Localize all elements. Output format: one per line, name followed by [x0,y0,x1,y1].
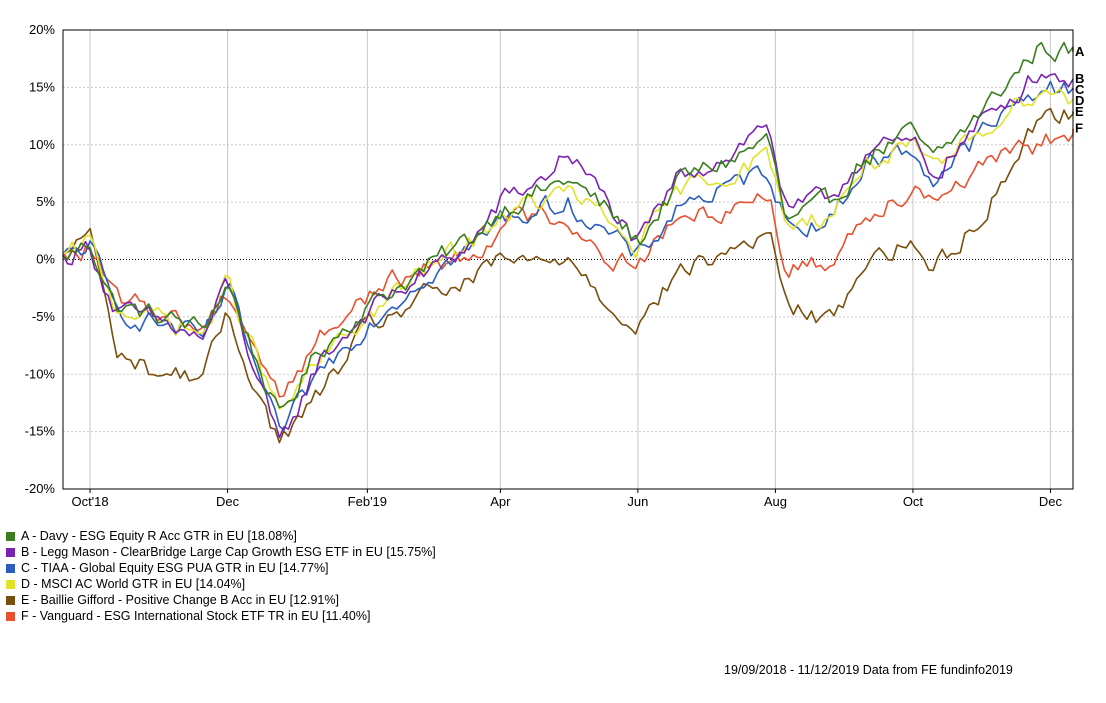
y-axis-ticks: 20% 15% 10% 5% 0% -5% -10% -15% -20% [25,22,56,496]
legend-label-b: B - Legg Mason - ClearBridge Large Cap G… [21,545,436,559]
legend: A - Davy - ESG Equity R Acc GTR in EU [1… [6,528,436,624]
series-end-label-c: C [1075,82,1085,97]
y-tick-label: -20% [25,481,56,496]
series-end-label-a: A [1075,44,1085,59]
legend-label-a: A - Davy - ESG Equity R Acc GTR in EU [1… [21,529,297,543]
legend-swatch-d [6,579,15,589]
legend-item-a: A - Davy - ESG Equity R Acc GTR in EU [1… [6,528,436,544]
legend-swatch-a [6,531,15,541]
y-tick-label: 5% [36,194,55,209]
legend-item-d: D - MSCI AC World GTR in EU [14.04%] [6,576,436,592]
series-line-f [62,128,1074,398]
x-tick-label: Oct [903,494,924,509]
plot-frame [62,29,1074,490]
series-end-label-e: E [1075,104,1084,119]
y-tick-label: 0% [36,252,55,267]
y-tick-label: 10% [29,137,55,152]
x-tick-label: Dec [1039,494,1063,509]
y-tick-label: -15% [25,424,56,439]
legend-label-d: D - MSCI AC World GTR in EU [14.04%] [21,577,246,591]
y-tick-label: -5% [32,309,56,324]
series-line-d [62,88,1074,410]
legend-item-c: C - TIAA - Global Equity ESG PUA GTR in … [6,560,436,576]
legend-swatch-e [6,595,15,605]
x-axis-ticks: Oct'18 Dec Feb'19 Apr Jun Aug Oct Dec [71,489,1063,509]
y-tick-label: -10% [25,366,56,381]
line-chart: 20% 15% 10% 5% 0% -5% -10% -15% -20% Oct'18 Dec Fe… [25,22,1085,509]
data-source-note: 19/09/2018 - 11/12/2019 Data from FE fun… [724,663,1013,677]
series-line-a [62,41,1074,409]
legend-label-e: E - Baillie Gifford - Positive Change B … [21,593,339,607]
series-end-label-b: B [1075,71,1084,86]
legend-item-e: E - Baillie Gifford - Positive Change B … [6,592,436,608]
y-tick-label: 15% [29,79,55,94]
series-lines [62,41,1074,444]
x-tick-label: Apr [490,494,511,509]
x-tick-label: Dec [216,494,240,509]
legend-swatch-c [6,563,15,573]
x-tick-label: Jun [627,494,648,509]
x-tick-label: Feb'19 [348,494,387,509]
legend-label-f: F - Vanguard - ESG International Stock E… [21,609,371,623]
legend-swatch-f [6,611,15,621]
legend-swatch-b [6,547,15,557]
series-end-label-f: F [1075,121,1083,136]
y-tick-label: 20% [29,22,55,37]
series-line-e [62,107,1074,444]
legend-item-f: F - Vanguard - ESG International Stock E… [6,608,436,624]
legend-item-b: B - Legg Mason - ClearBridge Large Cap G… [6,544,436,560]
legend-label-c: C - TIAA - Global Equity ESG PUA GTR in … [21,561,329,575]
series-end-label-d: D [1075,93,1084,108]
x-tick-label: Aug [764,494,787,509]
x-tick-label: Oct'18 [71,494,108,509]
